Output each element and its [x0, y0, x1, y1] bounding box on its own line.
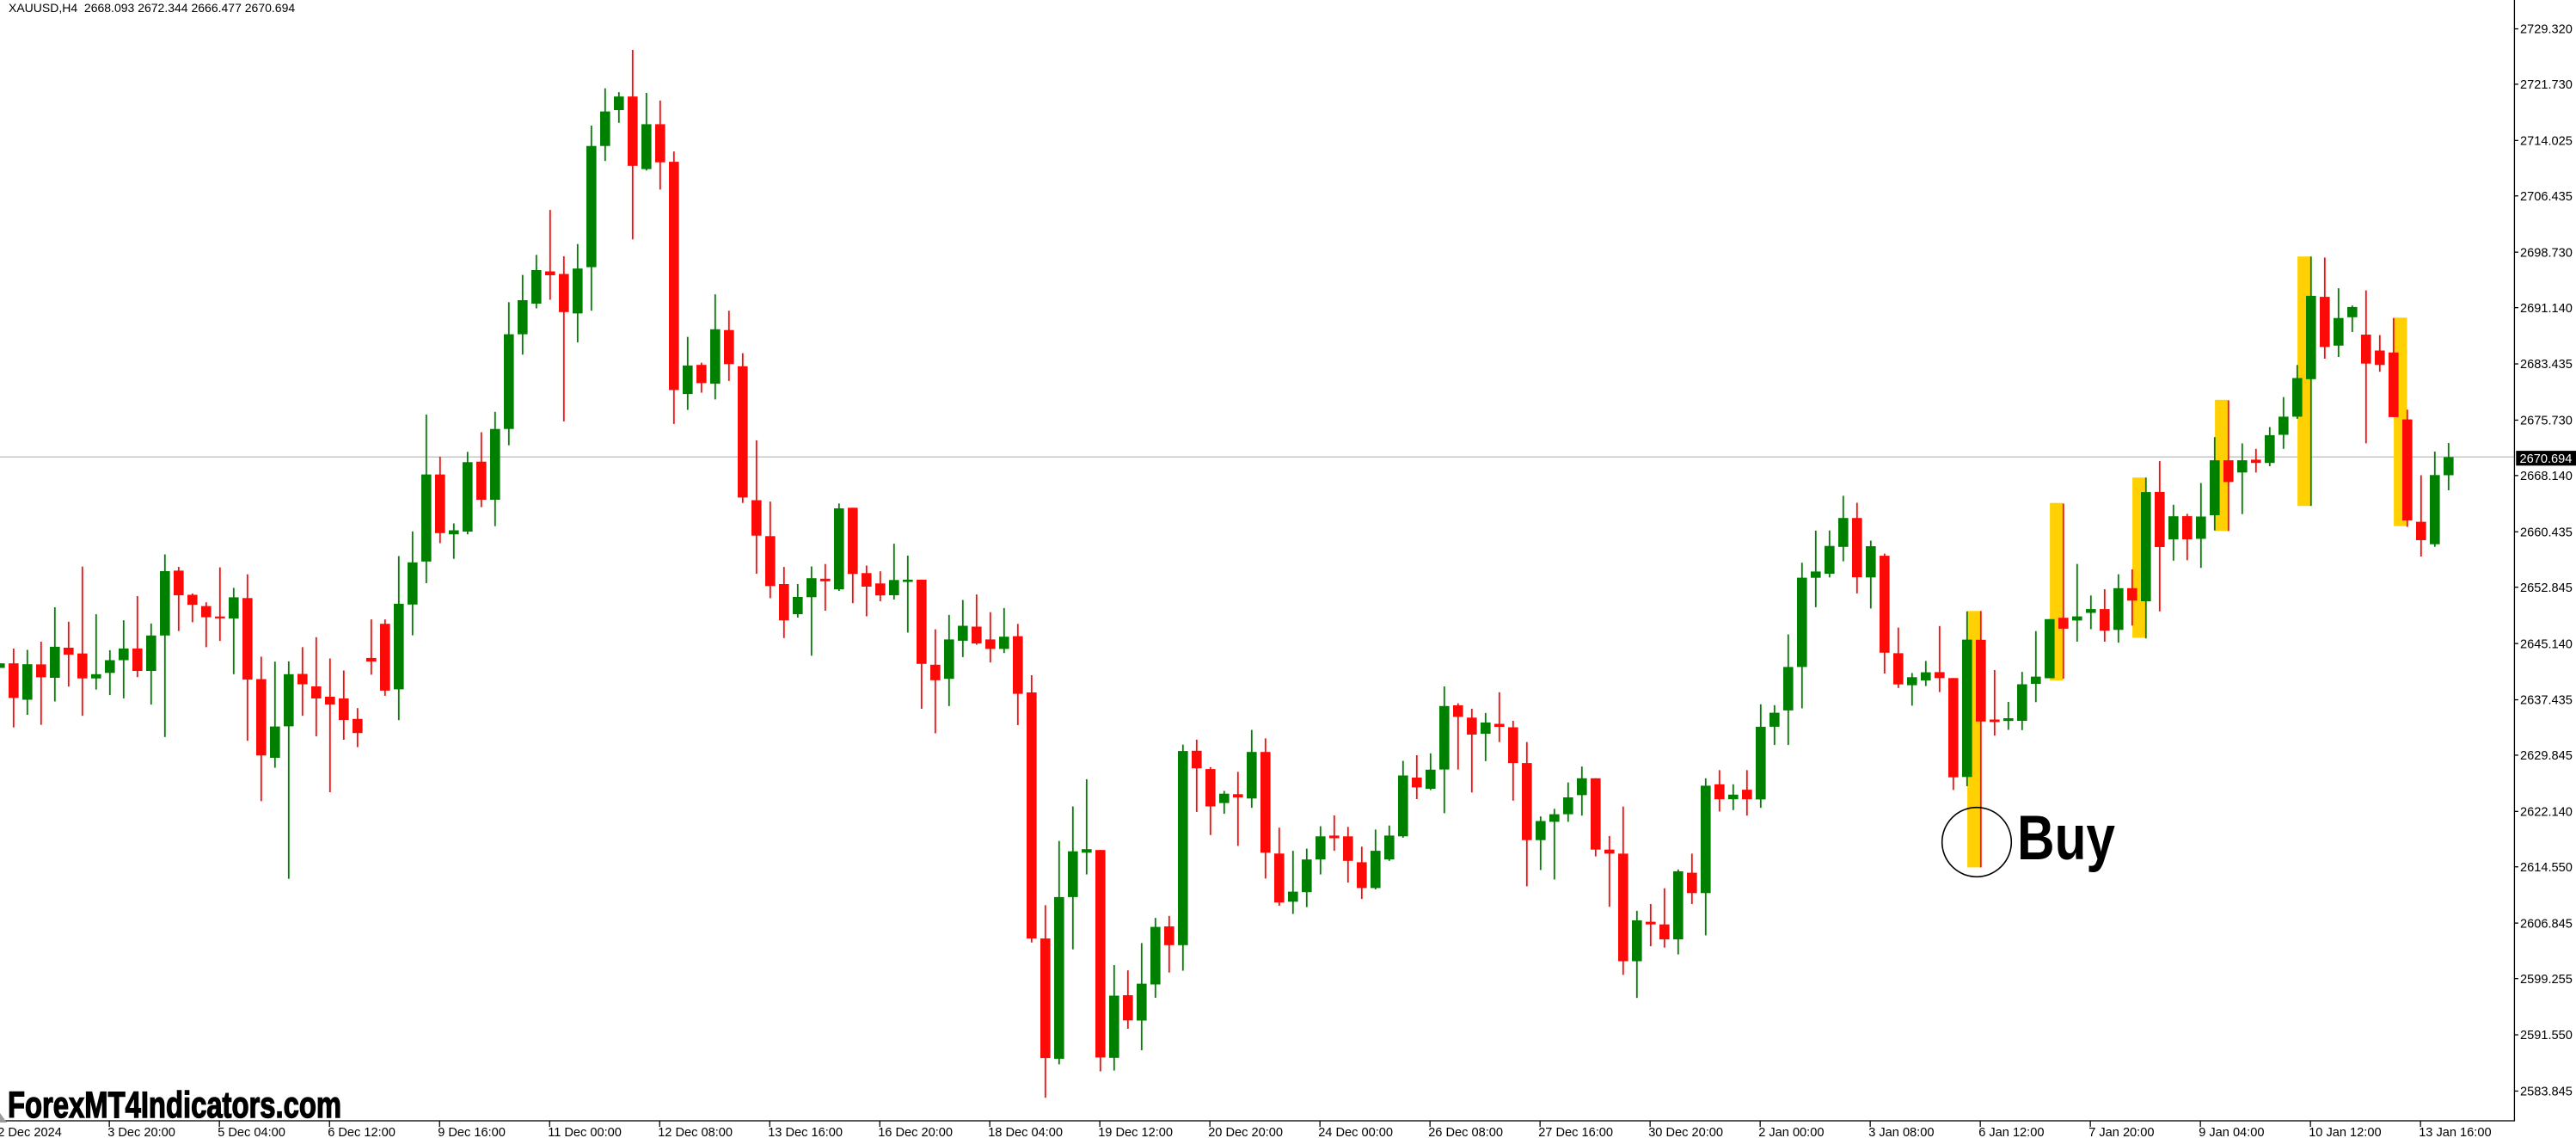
svg-text:24 Dec 00:00: 24 Dec 00:00 [1318, 1126, 1393, 1138]
svg-text:13 Jan 16:00: 13 Jan 16:00 [2419, 1126, 2491, 1138]
svg-text:ForexMT4Indicators.com: ForexMT4Indicators.com [8, 1085, 341, 1126]
svg-text:13 Dec 16:00: 13 Dec 16:00 [768, 1126, 843, 1138]
svg-text:XAUUSD,H4 2668.093 2672.344 2: XAUUSD,H4 2668.093 2672.344 2666.477 267… [9, 1, 295, 15]
svg-text:2 Jan 00:00: 2 Jan 00:00 [1758, 1126, 1824, 1138]
svg-text:12 Dec 08:00: 12 Dec 08:00 [658, 1126, 733, 1138]
svg-text:2599.255: 2599.255 [2520, 973, 2573, 987]
svg-text:2606.845: 2606.845 [2520, 917, 2573, 931]
svg-text:2691.140: 2691.140 [2520, 302, 2573, 316]
svg-text:2668.140: 2668.140 [2520, 470, 2573, 483]
svg-text:2660.435: 2660.435 [2520, 526, 2573, 540]
svg-text:3 Jan 08:00: 3 Jan 08:00 [1868, 1126, 1934, 1138]
svg-text:2714.025: 2714.025 [2520, 135, 2573, 149]
svg-text:18 Dec 04:00: 18 Dec 04:00 [988, 1126, 1063, 1138]
svg-text:6 Dec 12:00: 6 Dec 12:00 [328, 1126, 396, 1138]
svg-text:19 Dec 12:00: 19 Dec 12:00 [1098, 1126, 1173, 1138]
svg-text:2683.435: 2683.435 [2520, 358, 2573, 372]
svg-text:2 Dec 2024: 2 Dec 2024 [0, 1126, 62, 1138]
svg-text:7 Jan 20:00: 7 Jan 20:00 [2088, 1126, 2154, 1138]
svg-text:2652.845: 2652.845 [2520, 581, 2573, 595]
svg-text:9 Dec 16:00: 9 Dec 16:00 [438, 1126, 506, 1138]
svg-text:6 Jan 12:00: 6 Jan 12:00 [1978, 1126, 2044, 1138]
svg-text:5 Dec 04:00: 5 Dec 04:00 [218, 1126, 285, 1138]
svg-text:Buy: Buy [2017, 803, 2115, 873]
svg-text:30 Dec 20:00: 30 Dec 20:00 [1648, 1126, 1723, 1138]
svg-text:2629.845: 2629.845 [2520, 749, 2573, 763]
svg-text:2675.730: 2675.730 [2520, 415, 2573, 428]
svg-text:16 Dec 20:00: 16 Dec 20:00 [878, 1126, 953, 1138]
svg-text:2729.320: 2729.320 [2520, 23, 2573, 37]
svg-text:27 Dec 16:00: 27 Dec 16:00 [1538, 1126, 1613, 1138]
svg-text:2645.140: 2645.140 [2520, 637, 2573, 651]
svg-text:3 Dec 20:00: 3 Dec 20:00 [107, 1126, 175, 1138]
svg-text:2706.435: 2706.435 [2520, 190, 2573, 204]
svg-text:2670.694: 2670.694 [2520, 452, 2573, 466]
svg-text:10 Jan 12:00: 10 Jan 12:00 [2309, 1126, 2381, 1138]
svg-text:11 Dec 00:00: 11 Dec 00:00 [548, 1126, 622, 1138]
svg-text:2622.140: 2622.140 [2520, 806, 2573, 820]
svg-text:26 Dec 08:00: 26 Dec 08:00 [1428, 1126, 1503, 1138]
svg-text:2614.550: 2614.550 [2520, 861, 2573, 875]
svg-text:2637.435: 2637.435 [2520, 694, 2573, 708]
svg-text:20 Dec 20:00: 20 Dec 20:00 [1208, 1126, 1283, 1138]
svg-text:2583.845: 2583.845 [2520, 1086, 2573, 1099]
svg-text:2591.550: 2591.550 [2520, 1029, 2573, 1043]
svg-text:9 Jan 04:00: 9 Jan 04:00 [2199, 1126, 2264, 1138]
svg-text:2698.730: 2698.730 [2520, 246, 2573, 260]
svg-text:2721.730: 2721.730 [2520, 78, 2573, 92]
